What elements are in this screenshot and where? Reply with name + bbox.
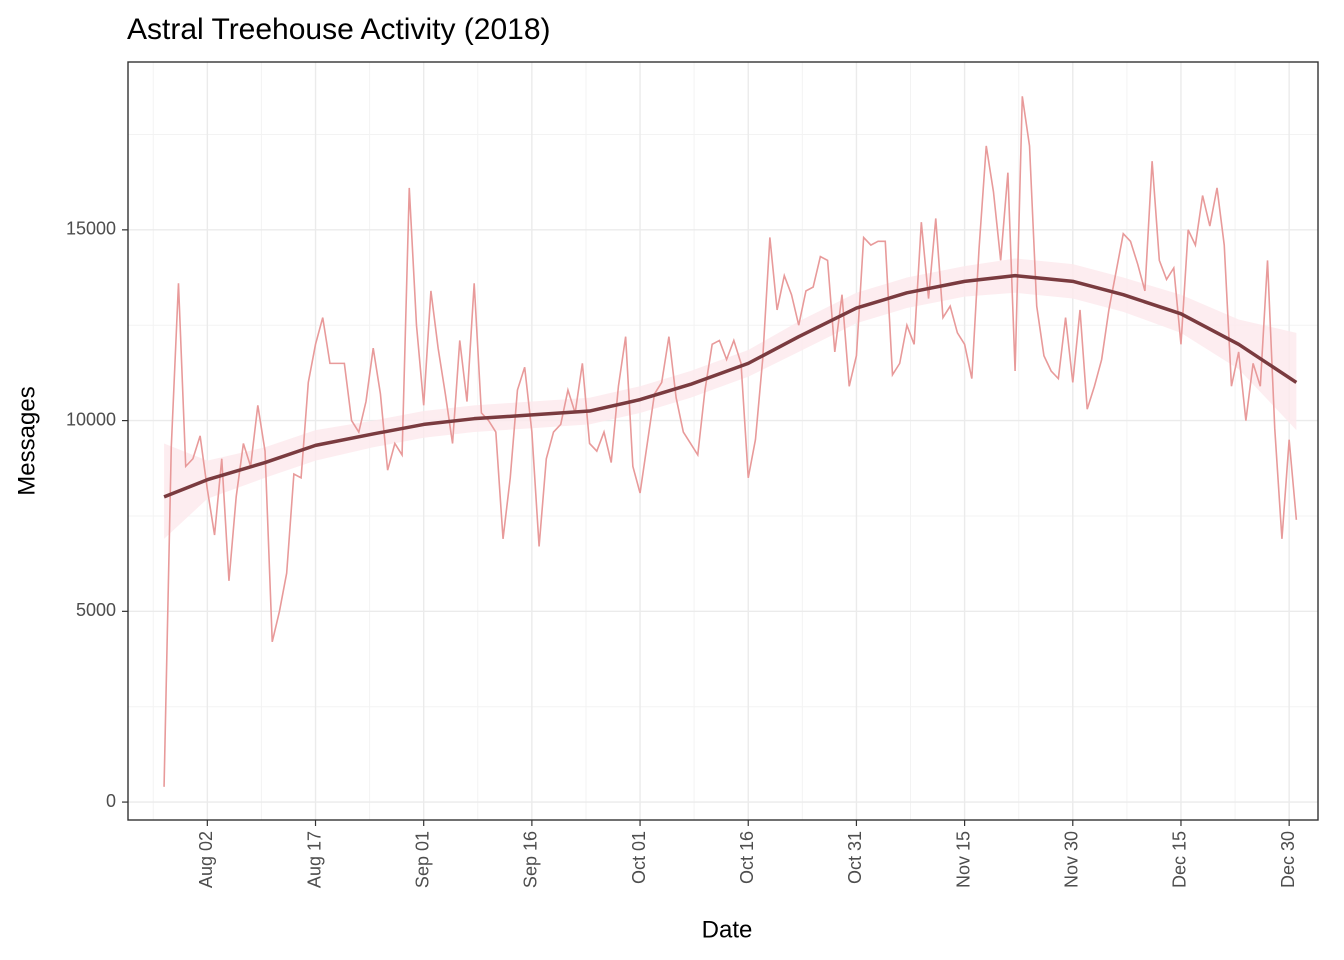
x-tick-label: Oct 31 <box>845 831 865 884</box>
x-tick-label: Sep 01 <box>412 831 432 888</box>
x-tick-label: Dec 30 <box>1278 831 1298 888</box>
x-axis-title: Date <box>702 916 753 943</box>
y-tick-label: 15000 <box>66 219 116 239</box>
x-tick-label: Oct 01 <box>629 831 649 884</box>
x-tick-label: Nov 15 <box>953 831 973 888</box>
x-tick-label: Sep 16 <box>521 831 541 888</box>
smooth-line <box>163 273 1298 499</box>
y-tick-label: 5000 <box>76 600 116 620</box>
x-tick-label: Aug 02 <box>196 831 216 888</box>
x-tick-label: Aug 17 <box>304 831 324 888</box>
plot-border <box>127 61 1319 821</box>
data-line <box>163 96 1298 787</box>
y-tick-label: 10000 <box>66 409 116 429</box>
x-tick-label: Nov 30 <box>1062 831 1082 888</box>
x-tick-label: Oct 16 <box>737 831 757 884</box>
y-tick-label: 0 <box>106 791 116 811</box>
y-axis-title: Messages <box>13 386 40 495</box>
chart-title: Astral Treehouse Activity (2018) <box>127 13 551 46</box>
x-tick-label: Dec 15 <box>1170 831 1190 888</box>
